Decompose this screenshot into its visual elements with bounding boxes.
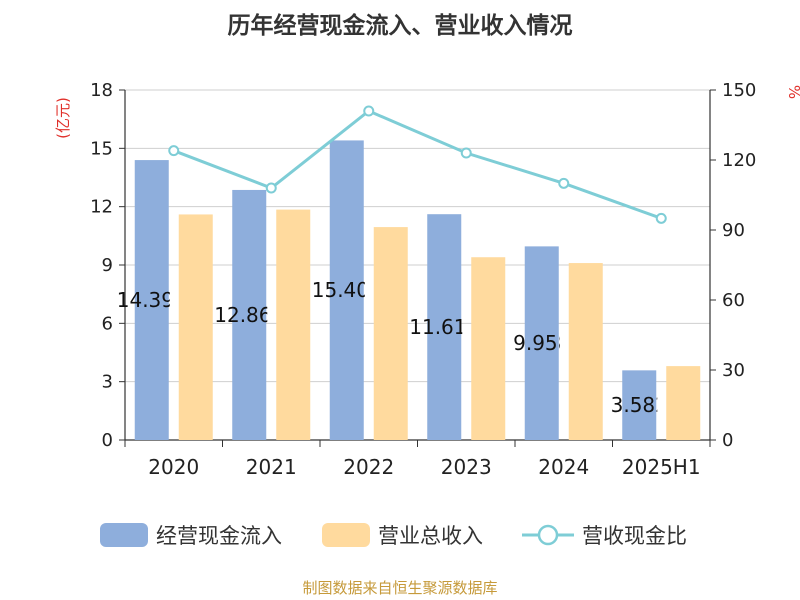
y-right-label: % [785,85,800,99]
legend-swatch-cash-inflow [100,523,148,547]
bar-revenue [373,227,408,440]
legend-label-cash-inflow: 经营现金流入 [156,524,282,548]
point-ratio [265,182,277,194]
bar-revenue [568,263,603,440]
bar-cash-inflow [232,189,267,440]
point-ratio [460,147,472,159]
x-tick-label: 2022 [343,455,394,479]
bar-cash-inflow [134,160,169,441]
bar-cash-inflow [622,370,657,440]
x-tick-label: 2021 [246,455,297,479]
legend-label-revenue: 营业总收入 [378,524,483,548]
right-tick-label: 30 [722,360,745,381]
data-label-cash-inflow: 14.396 [117,288,187,312]
data-label-cash-inflow: 11.613 [409,315,479,339]
point-ratio [168,145,180,157]
bar-revenue [178,214,213,440]
y-left-label: (亿元) [54,97,72,139]
left-tick-label: 12 [90,197,113,218]
left-tick-label: 18 [90,80,113,101]
left-tick-label: 15 [90,138,113,159]
chart-title: 历年经营现金流入、营业收入情况 [227,13,573,39]
left-tick-label: 3 [102,372,113,393]
data-label-cash-inflow: 12.860 [214,303,284,327]
source-note: 制图数据来自恒生聚源数据库 [302,579,498,597]
bar-cash-inflow [524,246,559,440]
left-tick-label: 0 [102,430,113,451]
point-ratio [558,177,570,189]
left-tick-label: 9 [102,255,113,276]
data-label-cash-inflow: 9.958 [513,331,570,355]
x-tick-label: 2024 [538,455,589,479]
legend-swatch-ratio-marker [537,524,559,546]
right-tick-label: 90 [722,220,745,241]
point-ratio [655,212,667,224]
x-tick-label: 2020 [148,455,199,479]
data-label-cash-inflow: 15.407 [312,278,382,302]
right-tick-label: 120 [722,150,756,171]
bar-cash-inflow [329,140,364,441]
data-label-cash-inflow: 3.582 [611,393,668,417]
legend-swatch-revenue [322,523,370,547]
bar-revenue [471,257,506,440]
right-tick-label: 60 [722,290,745,311]
x-tick-label: 2023 [441,455,492,479]
left-tick-label: 6 [102,313,113,334]
point-ratio [363,105,375,117]
right-tick-label: 0 [722,430,733,451]
x-tick-label: 2025H1 [622,455,701,479]
bar-cash-inflow [427,214,462,440]
bar-revenue [276,209,311,440]
line-ratio [173,109,662,220]
legend-label-ratio: 营收现金比 [582,524,687,548]
bar-revenue [666,366,701,440]
right-tick-label: 150 [722,80,756,101]
